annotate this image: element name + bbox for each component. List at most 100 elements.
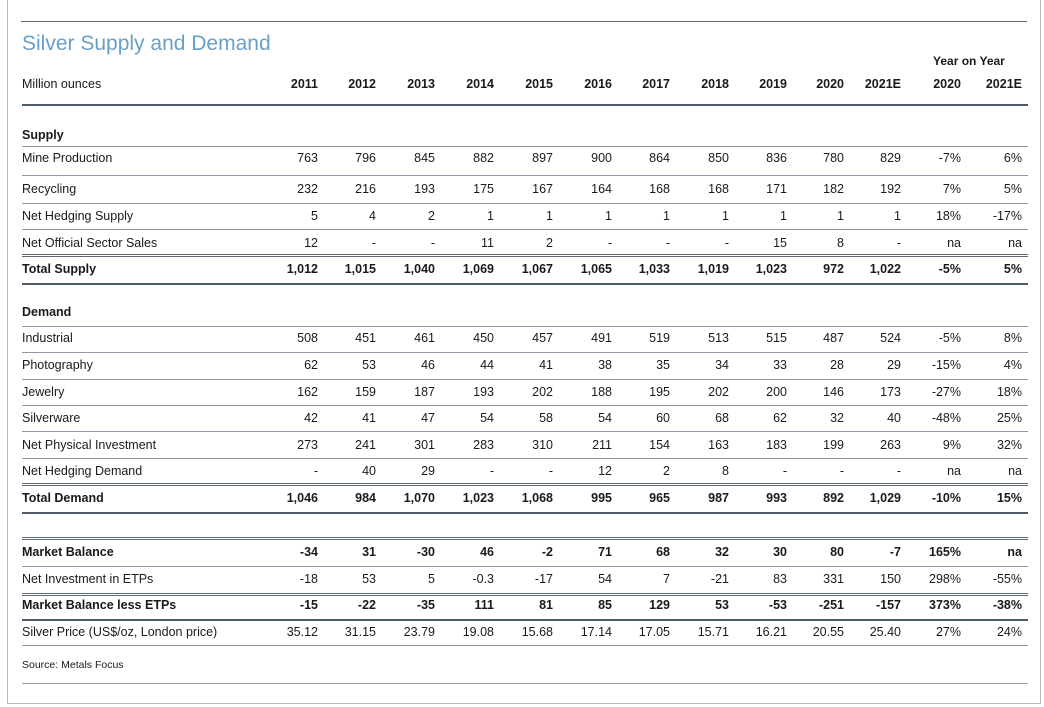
table-cell: 4 xyxy=(369,209,376,223)
table-cell: 1,012 xyxy=(286,262,318,276)
row-divider xyxy=(22,458,1028,459)
table-cell: 193 xyxy=(414,182,435,196)
table-cell: 1,023 xyxy=(755,262,787,276)
table-cell: 1,033 xyxy=(638,262,670,276)
total-rule xyxy=(22,254,1028,257)
table-cell: 845 xyxy=(414,151,435,165)
row-label: Total Supply xyxy=(22,262,97,276)
table-cell: 188 xyxy=(591,385,612,399)
header-row: Million ounces 2011 2012 2013 2014 2015 2016 20… xyxy=(22,74,1028,94)
table-cell: 487 xyxy=(823,331,844,345)
row-label: Net Hedging Supply xyxy=(22,209,134,223)
table-cell: 5% xyxy=(1003,182,1022,196)
table-cell: 310 xyxy=(532,438,553,452)
table-cell: 40 xyxy=(362,464,376,478)
table-cell: - xyxy=(607,236,612,250)
table-cell: 984 xyxy=(355,491,376,505)
table-cell: na xyxy=(1007,545,1022,559)
table-cell: 1,068 xyxy=(521,491,553,505)
table-cell: 1 xyxy=(837,209,844,223)
table-cell: 58 xyxy=(539,411,553,425)
table-cell: 965 xyxy=(649,491,670,505)
table-cell: 19.08 xyxy=(462,625,494,639)
row-divider xyxy=(22,405,1028,406)
table-cell: 42 xyxy=(304,411,318,425)
table-cell: 30 xyxy=(773,545,787,559)
top-rule xyxy=(21,21,1027,22)
row-label: Net Investment in ETPs xyxy=(22,572,154,586)
table-cell: - xyxy=(371,236,376,250)
table-cell: 171 xyxy=(766,182,787,196)
table-cell: 202 xyxy=(532,385,553,399)
section-rule xyxy=(22,283,1028,285)
table-cell: 232 xyxy=(297,182,318,196)
table-cell: 972 xyxy=(823,262,844,276)
page-frame xyxy=(7,0,1041,704)
table-cell: 15.71 xyxy=(697,625,729,639)
table-cell: 995 xyxy=(591,491,612,505)
table-row: Jewelry 162 159 187 193 202 188 195 202 200 146 173… xyxy=(22,382,1028,402)
table-cell: 2012 xyxy=(348,77,376,91)
table-cell: 25.40 xyxy=(869,625,901,639)
table-cell: 515 xyxy=(766,331,787,345)
table-cell: 2018 xyxy=(701,77,729,91)
table-cell: na xyxy=(1008,236,1022,250)
table-cell: 46 xyxy=(480,545,494,559)
section-heading-supply: Supply xyxy=(22,125,1028,145)
page-title: Silver Supply and Demand xyxy=(22,32,271,55)
row-label: Market Balance less ETPs xyxy=(22,598,177,612)
table-cell: 12 xyxy=(304,236,318,250)
row-label: Supply xyxy=(22,128,64,142)
table-cell: -7 xyxy=(889,545,901,559)
table-cell: 524 xyxy=(880,331,901,345)
table-cell: 111 xyxy=(474,598,494,612)
table-cell: 6% xyxy=(1003,151,1022,165)
total-demand-row: Total Demand 1,046 984 1,070 1,023 1,068 995 96… xyxy=(22,488,1028,508)
section-rule xyxy=(22,512,1028,514)
table-cell: 33 xyxy=(773,358,787,372)
balance-row: Silver Price (US$/oz, London price) 35.12… xyxy=(22,622,1028,642)
table-cell: 2 xyxy=(663,464,670,478)
table-cell: 54 xyxy=(480,411,494,425)
table-cell: 18% xyxy=(935,209,961,223)
table-cell: na xyxy=(947,464,961,478)
table-cell: 4% xyxy=(1003,358,1022,372)
table-cell: -53 xyxy=(768,598,787,612)
row-divider xyxy=(22,326,1028,327)
row-label: Photography xyxy=(22,358,93,372)
row-divider xyxy=(22,203,1028,204)
table-cell: 12 xyxy=(598,464,612,478)
table-cell: -27% xyxy=(931,385,961,399)
table-cell: 2014 xyxy=(466,77,494,91)
table-cell: 283 xyxy=(473,438,494,452)
table-cell: 987 xyxy=(708,491,729,505)
table-cell: 28 xyxy=(830,358,844,372)
table-cell: 150 xyxy=(880,572,901,586)
table-cell: -5% xyxy=(938,331,961,345)
table-row: Net Hedging Supply 5 4 2 1 1 1 1 1 1 1 1 18% -17% xyxy=(22,206,1028,226)
table-cell: 763 xyxy=(297,151,318,165)
row-divider xyxy=(22,431,1028,432)
table-row: Silverware 42 41 47 54 58 54 60 68 62 32 40 -48% 25% xyxy=(22,408,1028,428)
row-divider xyxy=(22,645,1028,646)
table-cell: 31 xyxy=(362,545,376,559)
table-cell: 5 xyxy=(311,209,318,223)
table-cell: 241 xyxy=(355,438,376,452)
table-cell: 451 xyxy=(355,331,376,345)
balance-row: Market Balance -34 31 -30 46 -2 71 68 32 30 80 -7 16… xyxy=(22,542,1028,562)
table-cell: 47 xyxy=(421,411,435,425)
row-label: Industrial xyxy=(22,331,73,345)
table-cell: -7% xyxy=(938,151,961,165)
table-cell: -21 xyxy=(710,572,729,586)
table-cell: 2021E xyxy=(864,77,901,91)
row-divider xyxy=(22,593,1028,596)
table-cell: 146 xyxy=(823,385,844,399)
table-cell: 450 xyxy=(473,331,494,345)
table-cell: 491 xyxy=(591,331,612,345)
table-cell: 23.79 xyxy=(403,625,435,639)
table-cell: 8 xyxy=(837,236,844,250)
table-cell: 461 xyxy=(414,331,435,345)
table-cell: 1,023 xyxy=(462,491,494,505)
table-cell: 1 xyxy=(663,209,670,223)
row-label: Net Physical Investment xyxy=(22,438,157,452)
